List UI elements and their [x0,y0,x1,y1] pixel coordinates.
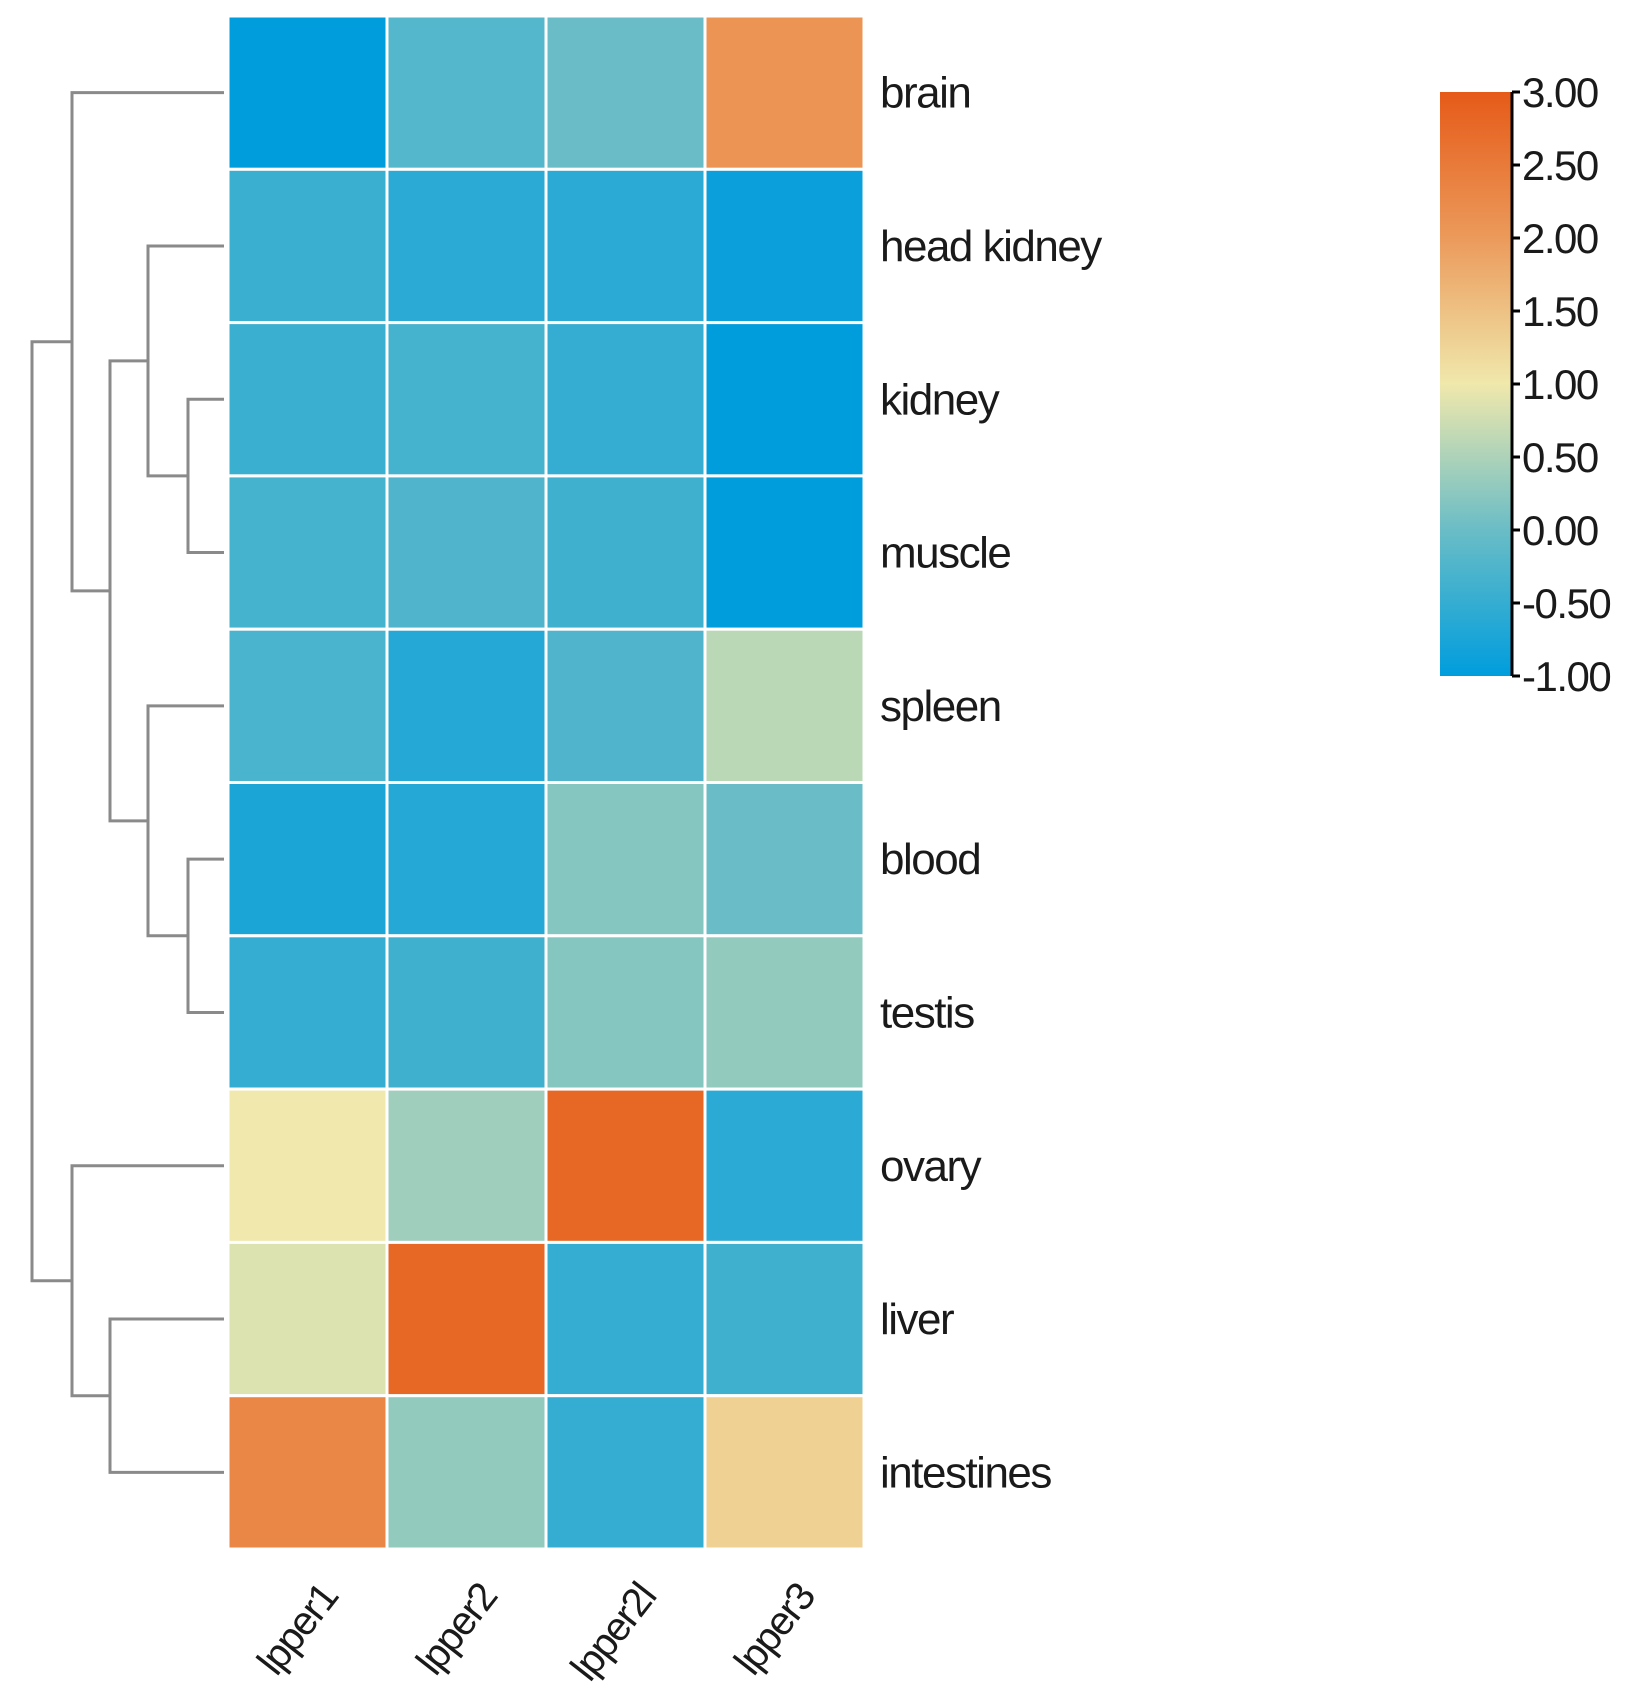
heatmap-cell-ovary-lpper2 [385,1087,548,1244]
dendrogram-branch [146,244,224,478]
heatmap-cell-spleen-lpper2l [544,627,707,785]
column-label: lpper3 [726,1575,824,1683]
heatmap-cell-muscle-lpper3 [703,474,866,631]
colorbar-legend: 3.00 2.50 2.00 1.50 1.00 0.50 0.00 -0.50 -1.00 [1440,69,1612,700]
row-label: spleen [880,682,1001,731]
row-label: ovary [880,1142,982,1191]
heatmap-cell-ovary-lpper3 [703,1087,866,1244]
column-label: lpper1 [249,1575,347,1683]
heatmap-cell-muscle-lpper2 [385,474,548,631]
heatmap-cell-blood-lpper2 [385,781,548,938]
heatmap-cell-liver-lpper3 [703,1240,866,1398]
heatmap-cell-intestines-lpper1 [226,1394,389,1551]
row-label: head kidney [880,222,1102,271]
heatmap-cell-brain-lpper1 [226,14,389,171]
colorbar-tick-label: 2.00 [1522,215,1598,262]
heatmap-cell-head-kidney-lpper1 [226,167,389,325]
heatmap-cell-kidney-lpper2 [385,321,548,478]
heatmap-cell-intestines-lpper2 [385,1394,548,1551]
colorbar-gradient [1440,92,1512,676]
heatmap-cell-intestines-lpper2l [544,1394,707,1551]
row-label: blood [880,835,980,884]
row-label: testis [880,988,974,1037]
heatmap-cell-liver-lpper1 [226,1240,389,1398]
column-label: lpper2l [562,1575,664,1688]
heatmap-cell-blood-lpper1 [226,781,389,938]
heatmap-cell-spleen-lpper2 [385,627,548,785]
column-label: lpper2 [408,1575,506,1683]
colorbar-tick-label: 3.00 [1522,69,1598,116]
dendrogram-branch [70,1164,224,1398]
row-labels: brain head kidney kidney muscle spleen blood t… [880,69,1104,1498]
dendrogram-branch [186,857,224,1014]
colorbar-tick-label: 2.50 [1522,142,1598,189]
heatmap-cell-muscle-lpper2l [544,474,707,631]
heatmap-cell-liver-lpper2 [385,1240,548,1398]
row-label: kidney [880,375,1000,424]
heatmap-cells [226,14,866,1551]
heatmap-cell-brain-lpper2 [385,14,548,171]
dendrogram-branch [146,704,224,938]
colorbar-tick-label: -1.00 [1522,653,1610,700]
heatmap-cell-testis-lpper2 [385,934,548,1091]
colorbar-tick-label: 1.00 [1522,361,1598,408]
heatmap-cell-head-kidney-lpper2l [544,167,707,325]
heatmap-cell-intestines-lpper3 [703,1394,866,1551]
heatmap-cell-testis-lpper2l [544,934,707,1091]
row-label: muscle [880,529,1010,578]
row-label: intestines [880,1448,1051,1497]
colorbar-tick-label: 0.50 [1522,434,1598,481]
heatmap-cell-head-kidney-lpper3 [703,167,866,325]
column-labels: lpper1 lpper2 lpper2l lpper3 [249,1575,824,1689]
heatmap-cell-blood-lpper2l [544,781,707,938]
dendrogram-branch [108,359,148,823]
colorbar-tick-label: 0.00 [1522,507,1598,554]
heatmap-cell-kidney-lpper3 [703,321,866,478]
row-label: brain [880,69,970,118]
dendrogram-branch [108,1317,224,1474]
dendrogram-branch [186,397,224,555]
heatmap-cell-brain-lpper2l [544,14,707,171]
heatmap-cell-blood-lpper3 [703,781,866,938]
heatmap-cell-ovary-lpper1 [226,1087,389,1244]
heatmap-cell-testis-lpper3 [703,934,866,1091]
dendrogram-branch [30,340,72,1283]
heatmap-cell-liver-lpper2l [544,1240,707,1398]
heatmap-cell-brain-lpper3 [703,14,866,171]
heatmap-cell-ovary-lpper2l [544,1087,707,1244]
heatmap-cell-testis-lpper1 [226,934,389,1091]
row-dendrogram [30,91,224,1474]
colorbar-tick-label: 1.50 [1522,288,1598,335]
heatmap-cell-muscle-lpper1 [226,474,389,631]
heatmap-cell-spleen-lpper3 [703,627,866,785]
heatmap-cell-head-kidney-lpper2 [385,167,548,325]
heatmap-cell-kidney-lpper1 [226,321,389,478]
heatmap-cell-spleen-lpper1 [226,627,389,785]
heatmap-cell-kidney-lpper2l [544,321,707,478]
colorbar-tick-label: -0.50 [1522,580,1610,627]
row-label: liver [880,1295,954,1344]
